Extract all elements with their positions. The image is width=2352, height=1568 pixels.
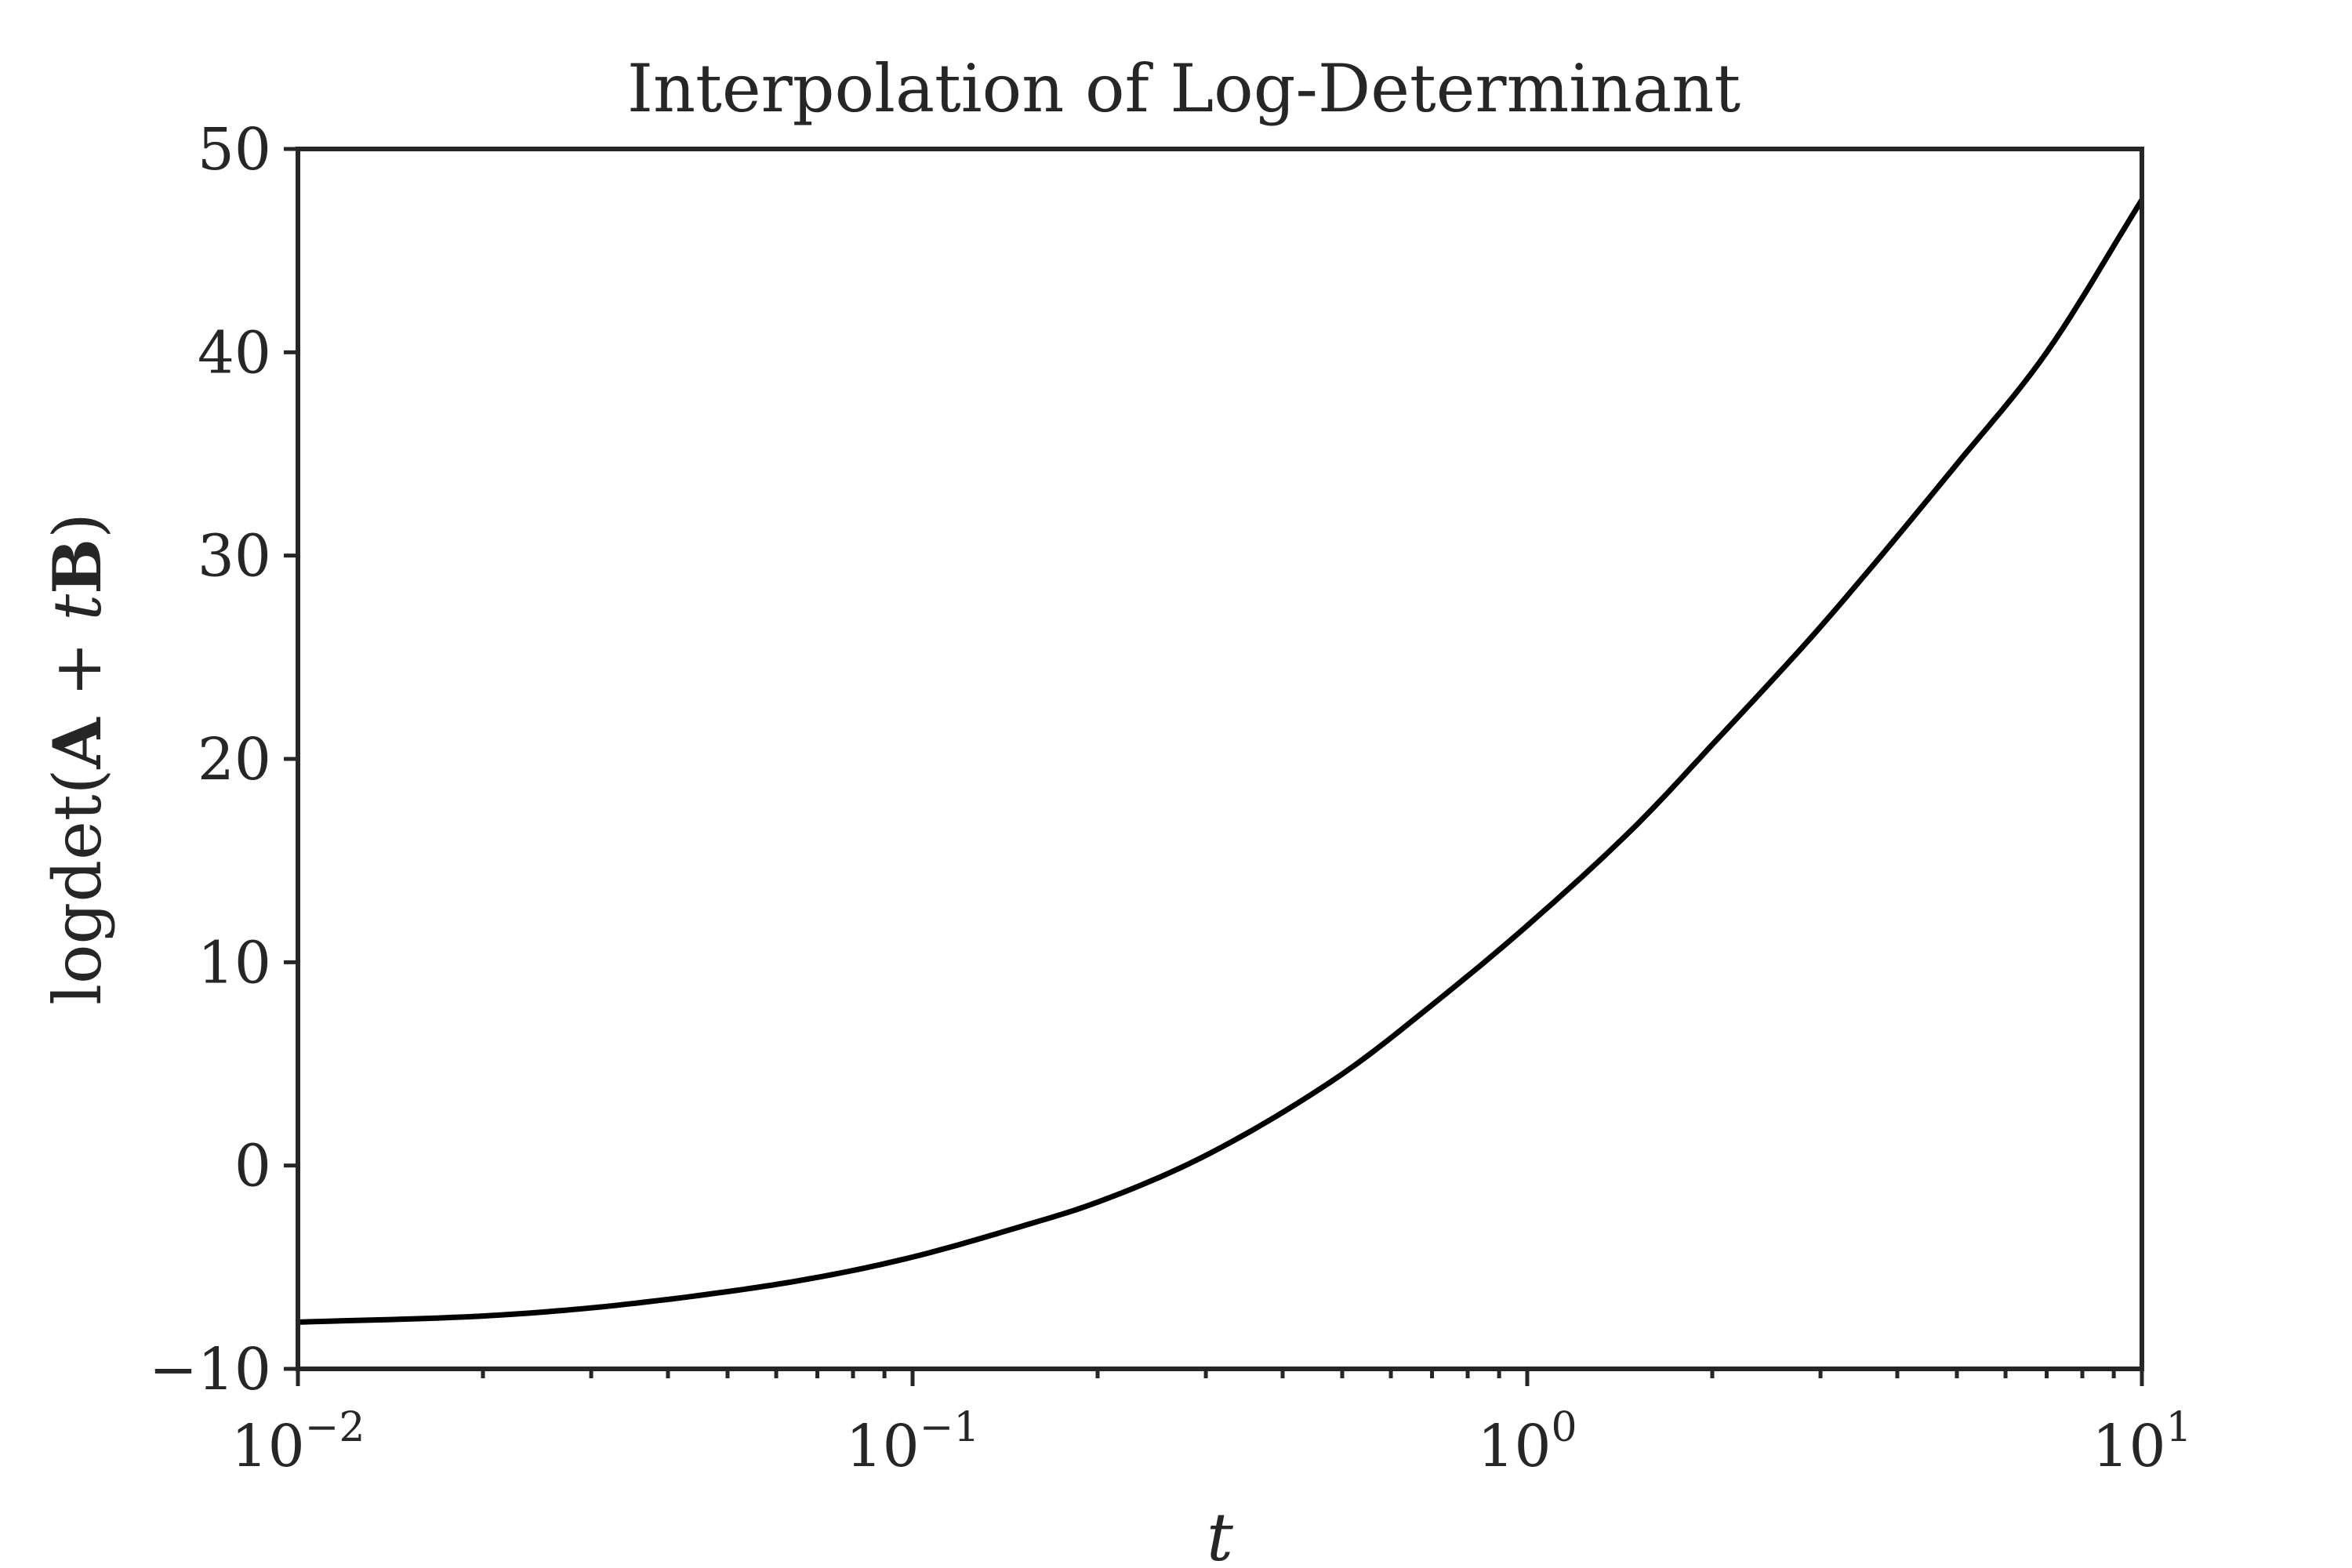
y-tick-label: 50	[198, 116, 271, 183]
chart-title: Interpolation of Log-Determinant	[627, 50, 1741, 127]
x-tick-label: 10−1	[846, 1404, 980, 1480]
x-tick-label: 10−2	[231, 1404, 365, 1480]
y-axis-label-suffix: )	[39, 513, 116, 539]
x-tick-label: 101	[2092, 1404, 2191, 1480]
x-tick-exponent: −1	[920, 1404, 980, 1451]
x-tick-base: 10	[1477, 1413, 1551, 1480]
x-tick-exponent: −2	[305, 1404, 365, 1451]
x-tick-label: 100	[1477, 1404, 1577, 1480]
y-axis-label-t: t	[39, 594, 116, 621]
x-tick-base: 10	[846, 1413, 920, 1480]
series-line	[297, 198, 2144, 1325]
y-tick-label: −10	[149, 1336, 271, 1403]
y-axis-label-prefix: logdet(	[39, 769, 116, 1005]
x-tick-exponent: 0	[1552, 1404, 1577, 1451]
x-tick-exponent: 1	[2166, 1404, 2192, 1451]
y-tick-label: 40	[198, 319, 271, 387]
y-axis-ticks: −10 0 10 20 30 40 50	[149, 116, 298, 1403]
y-axis-label-a: A	[38, 717, 116, 770]
y-tick-label: 10	[198, 929, 271, 996]
x-axis-label: t	[1207, 1499, 1233, 1568]
data-series	[297, 198, 2144, 1325]
y-axis-label-plus: +	[39, 621, 116, 718]
y-tick-label: 0	[234, 1133, 271, 1200]
x-axis-ticks: 10−2 10−1 100 101	[231, 1369, 2192, 1480]
y-tick-label: 20	[198, 726, 271, 793]
x-tick-base: 10	[231, 1413, 305, 1480]
plot-frame	[296, 147, 2144, 1371]
x-tick-base: 10	[2092, 1413, 2165, 1480]
y-axis-label-b: B	[38, 539, 116, 594]
y-tick-label: 30	[198, 523, 271, 590]
y-axis-label: logdet(A + tB)	[38, 513, 116, 1005]
